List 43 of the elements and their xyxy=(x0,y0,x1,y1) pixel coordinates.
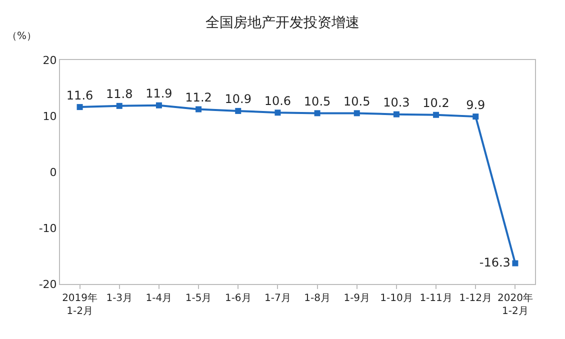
y-tick-label: -20 xyxy=(38,278,57,291)
point xyxy=(235,108,242,114)
data-label: -16.3 xyxy=(479,255,510,270)
x-tick-label: 1-7月 xyxy=(264,293,291,304)
data-label: 10.6 xyxy=(264,94,292,108)
x-tick-label: 1-5月 xyxy=(185,293,212,304)
point xyxy=(156,102,162,108)
chart-title: 全国房地产开发投资增速 xyxy=(206,14,360,31)
point xyxy=(116,102,122,109)
data-label: 11.2 xyxy=(185,90,212,105)
y-tick-label: 0 xyxy=(50,166,57,179)
point xyxy=(472,114,479,120)
y-axis-title: （%） xyxy=(7,31,37,42)
point xyxy=(196,106,202,112)
point xyxy=(433,112,440,118)
data-label: 9.9 xyxy=(466,98,486,112)
x-tick-label: 1-10月 xyxy=(380,293,413,304)
x-tick-label: 1-4月 xyxy=(146,293,172,304)
x-tick-label: 1-6月 xyxy=(224,293,252,304)
point xyxy=(314,110,320,116)
point xyxy=(512,260,518,266)
point xyxy=(354,110,360,116)
x-tick-label: 1-11月 xyxy=(420,293,452,304)
x-tick-label: 1-9月 xyxy=(344,293,370,304)
data-label: 11.6 xyxy=(66,88,94,102)
x-tick-label: 1-12月 xyxy=(459,293,492,304)
point xyxy=(393,111,400,118)
y-tick-label: 10 xyxy=(42,110,57,123)
y-tick-label: -10 xyxy=(38,222,57,235)
data-label: 10.3 xyxy=(383,96,410,110)
x-tick-label: 1-8月 xyxy=(304,293,330,304)
x-tick-label: 2020年 1-2月 xyxy=(497,292,533,317)
data-label: 10.5 xyxy=(304,94,331,108)
x-tick-label: 1-3月 xyxy=(106,293,133,304)
y-tick-label: 20 xyxy=(42,54,57,67)
point xyxy=(274,110,281,116)
x-tick-label: 2019年 1-2月 xyxy=(62,292,98,317)
data-label: 10.9 xyxy=(224,92,252,106)
data-label: 11.9 xyxy=(146,86,172,101)
data-label: 10.2 xyxy=(422,96,450,110)
point xyxy=(76,104,83,110)
data-label: 10.5 xyxy=(344,94,370,108)
data-label: 11.8 xyxy=(106,87,133,102)
